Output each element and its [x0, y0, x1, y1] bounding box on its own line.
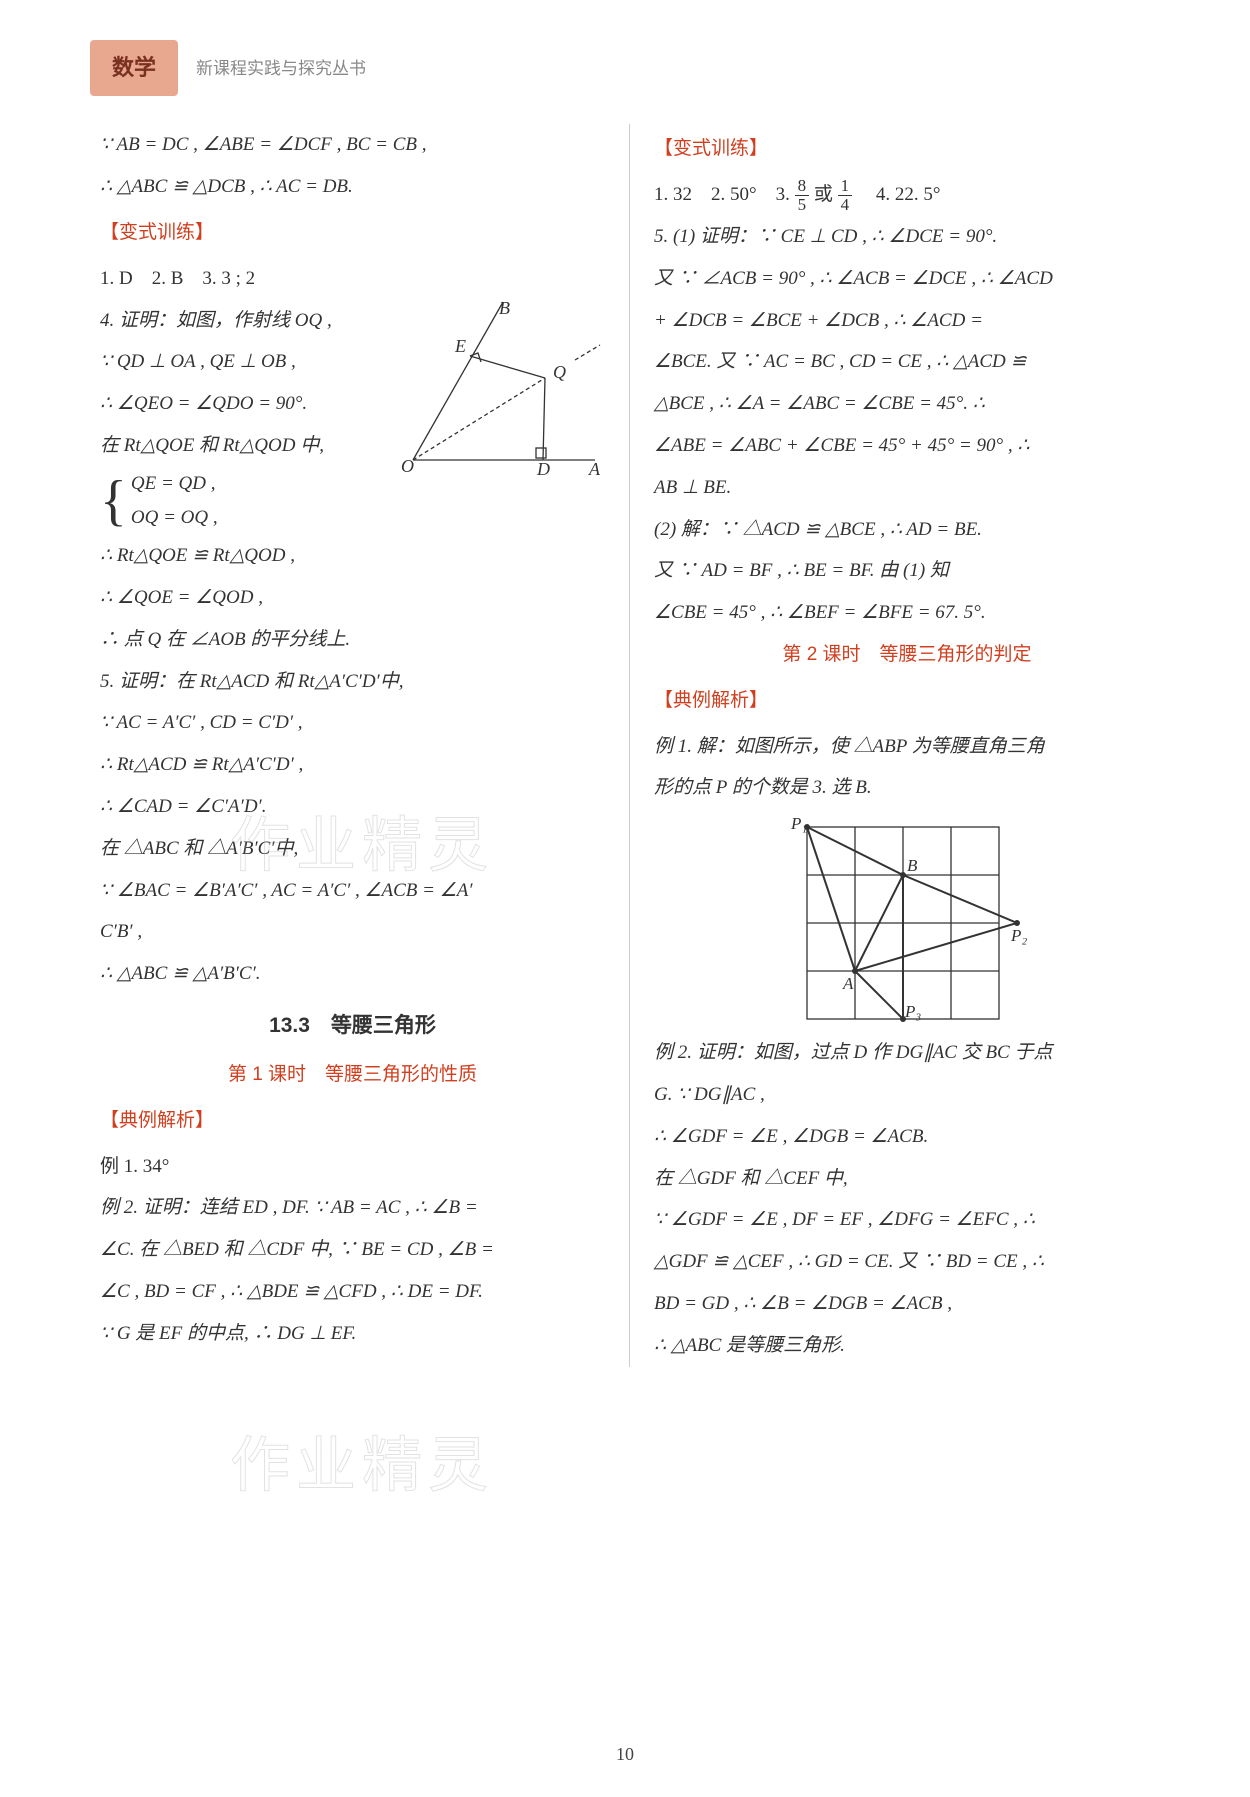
page-header: 数学 新课程实践与探究丛书 [90, 40, 1170, 96]
section-heading: 【典例解析】 [654, 680, 1160, 722]
right-column: 【变式训练】 1. 32 2. 50° 3. 8 5 或 1 4 4. 22. … [630, 124, 1170, 1366]
section-heading: 【变式训练】 [654, 128, 1160, 170]
lesson-title: 第 2 课时 等腰三角形的判定 [654, 634, 1160, 676]
text-line: 在 △ABC 和 △A′B′C′中, [100, 828, 605, 870]
text-line: ∠ABE = ∠ABC + ∠CBE = 45° + 45° = 90° , ∴ [654, 425, 1160, 467]
text-line: 例 2. 证明：如图，过点 D 作 DG∥AC 交 BC 于点 [654, 1032, 1160, 1074]
section-heading: 【典例解析】 [100, 1100, 605, 1142]
watermark: 作业精灵 [230, 1400, 494, 1532]
svg-text:P₁: P₁ [790, 817, 807, 833]
page-number: 10 [616, 1735, 634, 1775]
subject-badge: 数学 [90, 40, 178, 96]
fraction: 1 4 [838, 177, 853, 215]
svg-text:A: A [588, 459, 601, 475]
text-line: ∴ Rt△ACD ≌ Rt△A′C′D′ , [100, 744, 605, 786]
text-line: (2) 解：∵ △ACD ≌ △BCE , ∴ AD = BE. [654, 509, 1160, 551]
text-line: ∠BCE. 又 ∵ AC = BC , CD = CE , ∴ △ACD ≌ [654, 341, 1160, 383]
text-line: 5. 证明：在 Rt△ACD 和 Rt△A′C′D′中, [100, 661, 605, 703]
left-column: ∵ AB = DC , ∠ABE = ∠DCF , BC = CB , ∴ △A… [90, 124, 630, 1366]
frac-den: 4 [838, 196, 853, 215]
text-line: ∴ △ABC 是等腰三角形. [654, 1325, 1160, 1367]
svg-text:B: B [499, 300, 510, 318]
answer-text: 1. 32 2. 50° 3. [654, 184, 795, 205]
text-line: ∵ ∠BAC = ∠B′A′C′ , AC = A′C′ , ∠ACB = ∠A… [100, 870, 605, 912]
svg-text:O: O [401, 456, 414, 475]
text-line: ∴ Rt△QOE ≌ Rt△QOD , [100, 535, 605, 577]
text-line: 形的点 P 的个数是 3. 选 B. [654, 767, 1160, 809]
text-line: + ∠DCB = ∠BCE + ∠DCB , ∴ ∠ACD = [654, 300, 1160, 342]
svg-text:B: B [907, 856, 918, 875]
text-line: BD = GD , ∴ ∠B = ∠DGB = ∠ACB , [654, 1283, 1160, 1325]
text-line: OQ = OQ , [131, 501, 218, 535]
svg-text:A: A [842, 974, 854, 993]
text-line: △BCE , ∴ ∠A = ∠ABC = ∠CBE = 45°. ∴ [654, 383, 1160, 425]
brace-system: { QE = QD , OQ = OQ , [100, 467, 389, 535]
answer-text: 4. 22. 5° [857, 184, 941, 205]
text-line: 又 ∵ AD = BF , ∴ BE = BF. 由 (1) 知 [654, 550, 1160, 592]
fraction: 8 5 [795, 177, 810, 215]
content-columns: ∵ AB = DC , ∠ABE = ∠DCF , BC = CB , ∴ △A… [90, 124, 1170, 1366]
svg-text:Q: Q [553, 362, 566, 382]
text-line: ∴ 点 Q 在 ∠AOB 的平分线上. [100, 619, 605, 661]
text-line: ∠C , BD = CF , ∴ △BDE ≌ △CFD , ∴ DE = DF… [100, 1271, 605, 1313]
text-line: 又 ∵ ∠ACB = 90° , ∴ ∠ACB = ∠DCE , ∴ ∠ACD [654, 258, 1160, 300]
svg-text:P₂: P₂ [1010, 926, 1027, 945]
frac-den: 5 [795, 196, 810, 215]
text-line: ∴ ∠QOE = ∠QOD , [100, 577, 605, 619]
figure-triangle-obq: O D A B E Q [395, 300, 605, 475]
text-line: ∵ ∠GDF = ∠E , DF = EF , ∠DFG = ∠EFC , ∴ [654, 1199, 1160, 1241]
text-line: G. ∵ DG∥AC , [654, 1074, 1160, 1116]
text-line: QE = QD , [131, 467, 218, 501]
figure-grid-abp: P₁ B A P₂ P₃ [787, 817, 1027, 1022]
text-line: ∴ ∠GDF = ∠E , ∠DGB = ∠ACB. [654, 1116, 1160, 1158]
text-line: C′B′ , [100, 911, 605, 953]
text-line: ∠C. 在 △BED 和 △CDF 中, ∵ BE = CD , ∠B = [100, 1229, 605, 1271]
text-line: 例 1. 34° [100, 1146, 605, 1188]
svg-text:P₃: P₃ [904, 1002, 921, 1021]
frac-num: 1 [838, 177, 853, 197]
text-line: 1. 32 2. 50° 3. 8 5 或 1 4 4. 22. 5° [654, 174, 1160, 216]
text-line: ∴ △ABC ≌ △DCB , ∴ AC = DB. [100, 166, 605, 208]
text-line: ∵ AC = A′C′ , CD = C′D′ , [100, 702, 605, 744]
text-line: 例 1. 解：如图所示，使 △ABP 为等腰直角三角 [654, 726, 1160, 768]
lesson-title: 第 1 课时 等腰三角形的性质 [100, 1054, 605, 1096]
text-line: ∠CBE = 45° , ∴ ∠BEF = ∠BFE = 67. 5°. [654, 592, 1160, 634]
text-line: ∵ G 是 EF 的中点, ∴ DG ⊥ EF. [100, 1313, 605, 1355]
svg-text:D: D [536, 459, 550, 475]
or-text: 或 [814, 184, 833, 205]
text-line: 1. D 2. B 3. 3 ; 2 [100, 258, 605, 300]
text-line: 例 2. 证明：连结 ED , DF. ∵ AB = AC , ∴ ∠B = [100, 1187, 605, 1229]
text-line: ∴ △ABC ≌ △A′B′C′. [100, 953, 605, 995]
text-line: ∴ ∠CAD = ∠C′A′D′. [100, 786, 605, 828]
series-title: 新课程实践与探究丛书 [196, 50, 366, 87]
text-line: AB ⊥ BE. [654, 467, 1160, 509]
text-line: 在 △GDF 和 △CEF 中, [654, 1158, 1160, 1200]
chapter-title: 13.3 等腰三角形 [100, 1003, 605, 1049]
section-heading: 【变式训练】 [100, 212, 605, 254]
left-brace-icon: { [100, 473, 127, 529]
text-line: △GDF ≌ △CEF , ∴ GD = CE. 又 ∵ BD = CE , ∴ [654, 1241, 1160, 1283]
text-line: ∵ AB = DC , ∠ABE = ∠DCF , BC = CB , [100, 124, 605, 166]
frac-num: 8 [795, 177, 810, 197]
svg-text:E: E [454, 336, 466, 356]
text-line: 5. (1) 证明：∵ CE ⊥ CD , ∴ ∠DCE = 90°. [654, 216, 1160, 258]
